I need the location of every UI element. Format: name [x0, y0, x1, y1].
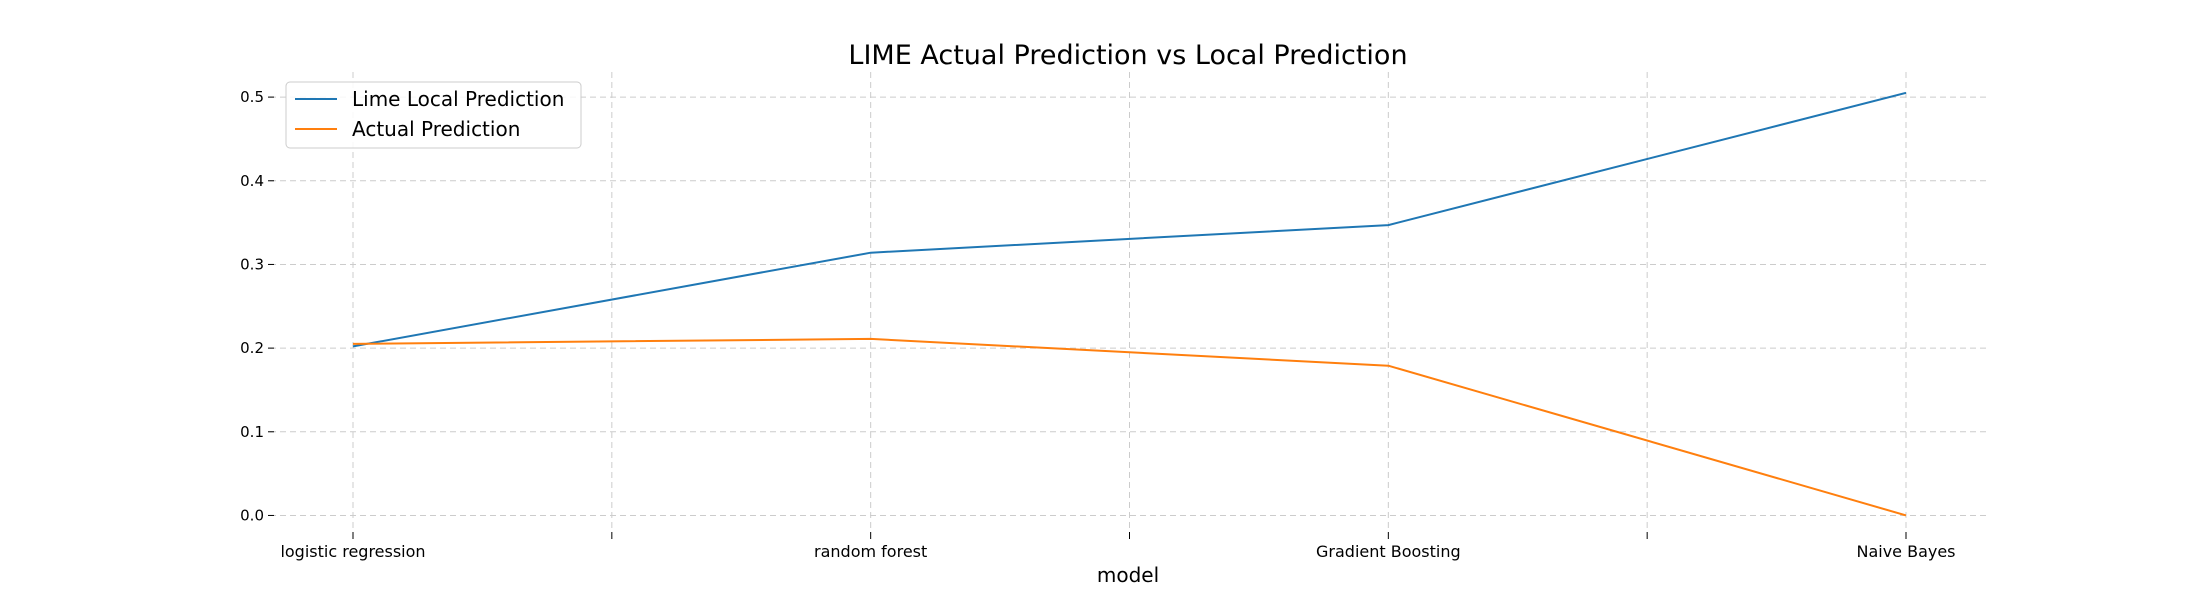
x-axis-label: model [1097, 563, 1159, 587]
x-tick-label: Naive Bayes [1856, 542, 1955, 561]
grid-lines [270, 72, 1990, 528]
y-tick-label: 0.2 [240, 339, 264, 357]
legend-label-actual: Actual Prediction [352, 117, 520, 141]
series-line-1 [352, 337, 1907, 517]
legend: Lime Local Prediction Actual Prediction [285, 81, 582, 149]
legend-box [285, 81, 582, 149]
x-axis: logistic regression random forest Gradient… [280, 532, 1956, 561]
y-tick-label: 0.0 [240, 506, 264, 524]
series-line-0 [352, 91, 1907, 348]
x-tick-label: logistic regression [280, 542, 425, 561]
y-tick-label: 0.5 [240, 88, 264, 106]
y-tick-label: 0.1 [240, 423, 264, 441]
chart-title: LIME Actual Prediction vs Local Predicti… [848, 40, 1407, 71]
legend-label-lime: Lime Local Prediction [352, 87, 564, 111]
x-tick-label: random forest [814, 542, 927, 561]
y-tick-label: 0.4 [240, 172, 264, 190]
series-lines [352, 91, 1907, 517]
x-tick-label: Gradient Boosting [1316, 542, 1461, 561]
y-tick-label: 0.3 [240, 255, 264, 273]
y-axis: 0.0 0.1 0.2 0.3 0.4 0.5 [240, 88, 274, 524]
